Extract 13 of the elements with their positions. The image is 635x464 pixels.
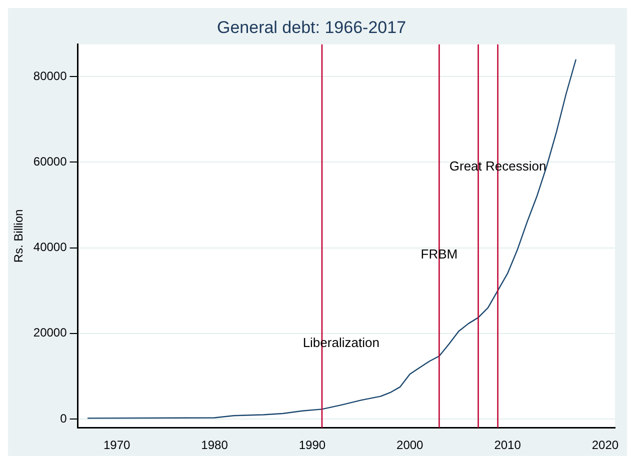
y-tick-label: 0 <box>60 411 68 426</box>
x-tick-label: 1990 <box>298 438 326 452</box>
x-tick-label: 2000 <box>396 438 424 452</box>
y-tick-label: 80000 <box>33 68 68 83</box>
y-tick-label: 60000 <box>33 154 68 168</box>
y-axis-title: Rs. Billion <box>12 209 26 263</box>
x-tick-label: 2010 <box>494 438 522 452</box>
x-tick-label: 1980 <box>201 438 228 452</box>
x-tick-label: 1970 <box>103 438 131 452</box>
chart-title: General debt: 1966-2017 <box>216 18 406 37</box>
x-tick-label: 2020 <box>592 438 619 452</box>
y-tick-label: 20000 <box>33 326 68 340</box>
y-tick-label: 40000 <box>33 240 68 254</box>
